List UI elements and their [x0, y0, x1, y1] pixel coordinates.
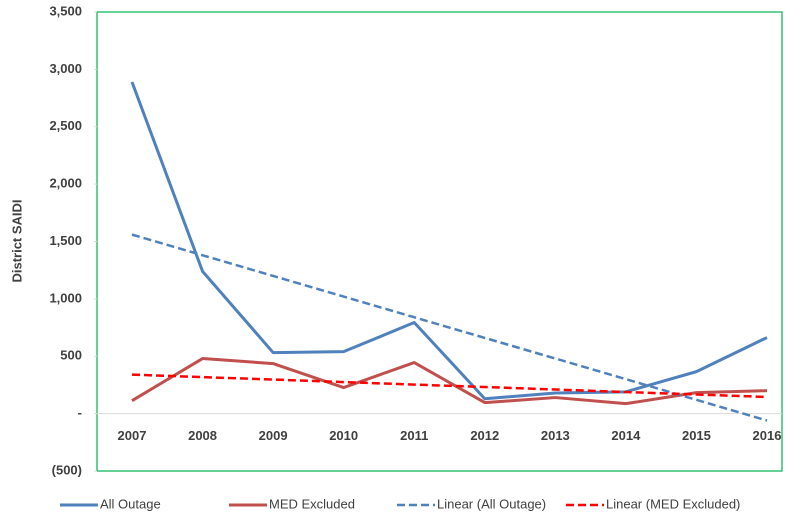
x-tick-label: 2016: [753, 428, 782, 443]
legend-label: All Outage: [100, 496, 161, 511]
y-axis-title: District SAIDI: [9, 199, 24, 282]
series-line: [130, 81, 768, 401]
y-tick-label: -: [78, 405, 82, 420]
y-tick-label: 500: [60, 348, 82, 363]
x-tick-label: 2014: [611, 428, 641, 443]
x-tick-label: 2007: [118, 428, 147, 443]
legend-label: Linear (All Outage): [437, 496, 546, 511]
series-line: [131, 233, 768, 422]
y-tick-label: 1,000: [49, 290, 82, 305]
x-tick-label: 2013: [541, 428, 570, 443]
y-tick-label: 1,500: [49, 233, 82, 248]
legend-label: MED Excluded: [269, 496, 355, 511]
legend-label: Linear (MED Excluded): [606, 496, 740, 511]
series-line: [131, 357, 768, 406]
y-tick-label: 3,500: [49, 3, 82, 18]
y-tick-label: 2,000: [49, 176, 82, 191]
x-tick-label: 2008: [188, 428, 217, 443]
x-tick-label: 2009: [259, 428, 288, 443]
plot-border: [96, 11, 783, 472]
x-tick-label: 2011: [400, 428, 428, 443]
y-tick-label: 3,000: [49, 61, 82, 76]
y-tick-label: 2,500: [49, 118, 82, 133]
x-tick-label: 2015: [682, 428, 711, 443]
y-tick-label: (500): [52, 462, 82, 477]
x-tick-label: 2012: [470, 428, 499, 443]
x-tick-label: 2010: [329, 428, 358, 443]
series-line: [131, 373, 768, 399]
